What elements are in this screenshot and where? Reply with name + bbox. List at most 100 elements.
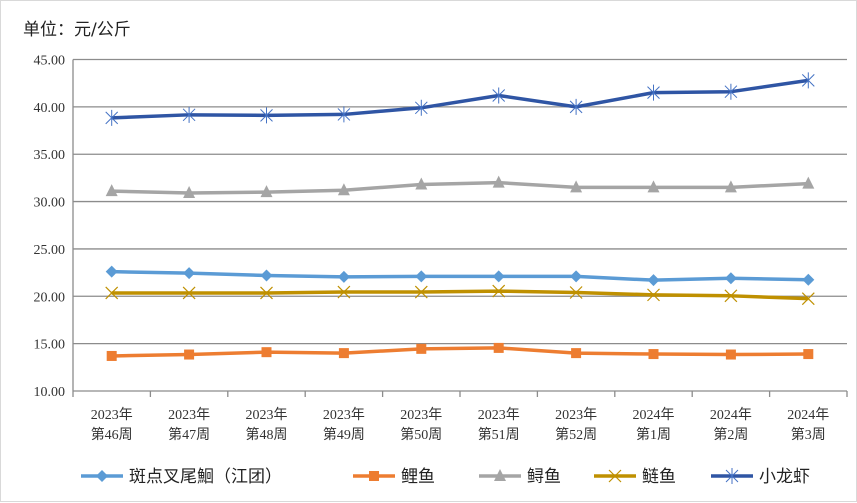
star-marker xyxy=(492,87,506,104)
diamond-marker xyxy=(415,270,428,283)
x-tick-label: 2023年 xyxy=(168,407,210,423)
diamond-marker xyxy=(183,267,196,280)
x-tick-label: 2023年 xyxy=(246,407,288,423)
star-marker xyxy=(337,106,351,123)
x-marker xyxy=(105,286,119,300)
x-tick-label: 2024年 xyxy=(633,407,675,423)
square-marker xyxy=(493,342,504,353)
x-tick-label: 2024年 xyxy=(787,407,829,423)
square-marker xyxy=(369,471,379,481)
series-line xyxy=(111,346,809,358)
triangle-marker xyxy=(492,175,505,188)
x-marker xyxy=(182,286,196,300)
diamond-marker xyxy=(802,273,815,286)
y-tick-label: 15.00 xyxy=(34,338,66,353)
square-marker xyxy=(416,343,427,354)
triangle-marker xyxy=(415,177,428,190)
x-tick-label: 第51周 xyxy=(478,426,520,443)
square-marker xyxy=(184,349,195,360)
x-tick-label: 第2周 xyxy=(713,426,748,443)
x-tick-label: 2023年 xyxy=(323,407,365,423)
legend-item: 鲢鱼 xyxy=(594,467,676,487)
x-tick-label: 第3周 xyxy=(791,426,826,443)
x-tick-label: 第49周 xyxy=(323,426,365,443)
diamond-marker xyxy=(96,470,108,482)
series-line xyxy=(111,269,809,282)
triangle-marker xyxy=(183,186,196,199)
series-4 xyxy=(105,72,815,126)
square-marker xyxy=(648,349,659,360)
legend-item: 斑点叉尾鮰（江团） xyxy=(81,467,282,487)
x-tick-label: 2023年 xyxy=(91,407,133,423)
square-marker xyxy=(803,349,814,360)
square-marker xyxy=(338,348,349,359)
series-line xyxy=(111,289,809,301)
diamond-marker xyxy=(647,274,660,287)
legend-item: 鲤鱼 xyxy=(353,467,435,487)
y-tick-label: 35.00 xyxy=(34,148,66,163)
x-marker xyxy=(724,289,738,303)
series-line xyxy=(111,78,809,120)
x-tick-label: 2023年 xyxy=(555,407,597,423)
triangle-marker xyxy=(494,469,506,481)
legend-label: 斑点叉尾鮰（江团） xyxy=(129,467,282,487)
star-marker xyxy=(105,109,119,126)
x-tick-label: 第1周 xyxy=(636,426,671,443)
diamond-marker xyxy=(724,272,737,285)
x-tick-label: 第50周 xyxy=(400,426,442,443)
series-0 xyxy=(105,265,815,287)
series-1 xyxy=(106,342,814,361)
triangle-marker xyxy=(647,180,660,193)
y-tick-label: 20.00 xyxy=(34,290,66,305)
square-marker xyxy=(106,350,117,361)
x-marker xyxy=(260,286,273,300)
y-tick-label: 25.00 xyxy=(34,243,66,258)
triangle-marker xyxy=(802,176,815,189)
x-tick-label: 2023年 xyxy=(478,407,520,423)
legend-label: 鲟鱼 xyxy=(527,467,561,487)
x-marker xyxy=(801,292,815,306)
x-tick-label: 第46周 xyxy=(91,426,133,443)
x-tick-label: 第47周 xyxy=(168,426,210,443)
square-marker xyxy=(261,347,272,358)
x-marker xyxy=(414,285,428,299)
diamond-marker xyxy=(105,265,118,278)
x-tick-label: 第52周 xyxy=(555,426,597,443)
x-marker xyxy=(608,469,622,483)
triangle-marker xyxy=(337,183,350,196)
y-tick-label: 30.00 xyxy=(34,196,66,211)
diamond-marker xyxy=(570,270,583,283)
triangle-marker xyxy=(260,185,273,198)
legend-item: 小龙虾 xyxy=(711,467,810,487)
y-tick-label: 45.00 xyxy=(34,54,66,69)
x-marker xyxy=(492,284,506,298)
triangle-marker xyxy=(724,180,737,193)
series-3 xyxy=(105,284,815,306)
diamond-marker xyxy=(337,270,350,283)
star-marker xyxy=(801,72,815,89)
star-marker xyxy=(725,468,739,484)
y-tick-label: 10.00 xyxy=(34,385,66,400)
triangle-marker xyxy=(105,184,118,197)
legend-label: 鲤鱼 xyxy=(401,467,435,487)
series-2 xyxy=(105,175,815,199)
x-tick-label: 第48周 xyxy=(246,426,288,443)
x-marker xyxy=(569,286,583,299)
x-tick-label: 2023年 xyxy=(400,407,442,423)
series-line xyxy=(111,180,809,195)
square-marker xyxy=(725,349,736,360)
triangle-marker xyxy=(570,180,583,193)
diamond-marker xyxy=(492,270,505,283)
legend-label: 鲢鱼 xyxy=(642,467,676,487)
star-marker xyxy=(647,84,660,101)
y-tick-label: 40.00 xyxy=(34,101,66,116)
legend-item: 鲟鱼 xyxy=(479,467,561,487)
x-tick-label: 2024年 xyxy=(710,407,752,423)
square-marker xyxy=(571,348,582,359)
star-marker xyxy=(260,107,273,124)
diamond-marker xyxy=(260,269,273,282)
legend-label: 小龙虾 xyxy=(759,467,810,487)
star-marker xyxy=(182,106,196,123)
